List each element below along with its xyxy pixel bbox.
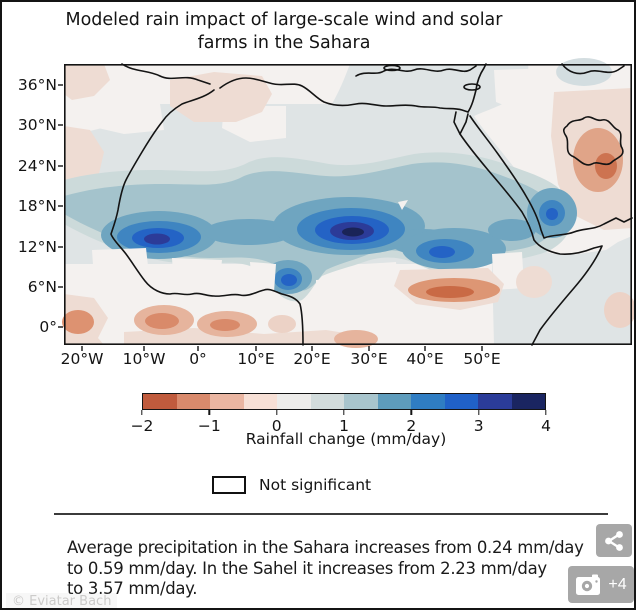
colorbar-segment bbox=[444, 394, 478, 409]
axis-ticks bbox=[58, 84, 483, 351]
caption-line3: to 3.57 mm/day. bbox=[67, 579, 198, 598]
camera-icon bbox=[576, 574, 601, 595]
lon-tick-label: 40°E bbox=[406, 350, 444, 368]
iberia-coastline bbox=[121, 63, 211, 85]
lat-tick-label: 24°N bbox=[17, 157, 57, 175]
colorbar-tick bbox=[343, 410, 345, 415]
lat-tick-label: 12°N bbox=[17, 238, 57, 256]
colorbar-label: Rainfall change (mm/day) bbox=[245, 430, 447, 448]
lat-tick-label: 30°N bbox=[17, 116, 57, 134]
coastlines bbox=[110, 63, 633, 346]
topright-coastline bbox=[561, 63, 625, 75]
not-significant-swatch bbox=[212, 476, 246, 494]
lon-tick-label: 30°E bbox=[350, 350, 388, 368]
lon-tick-label: 0° bbox=[189, 350, 207, 368]
decrease-strip-bottom bbox=[124, 328, 364, 345]
red-sea-maximum bbox=[546, 208, 558, 220]
colorbar-tick-label: 1 bbox=[339, 417, 349, 435]
redsea-africa-horn-coastline bbox=[459, 133, 603, 346]
lat-tick-label: 6°N bbox=[27, 278, 57, 296]
colorbar-tick-label: 4 bbox=[541, 417, 551, 435]
figure-title-line2: farms in the Sahara bbox=[197, 33, 371, 53]
lat-tick-label: 18°N bbox=[17, 197, 57, 215]
lat-tick-label: 36°N bbox=[17, 76, 57, 94]
lon-tick-label: 10°E bbox=[237, 350, 275, 368]
colorbar-tick bbox=[141, 410, 143, 415]
not-significant-label: Not significant bbox=[259, 476, 372, 494]
lon-tick-label: 10°W bbox=[122, 350, 166, 368]
colorbar-tick-label: 3 bbox=[473, 417, 484, 435]
caption-line2: to 0.59 mm/day. In the Sahel it increase… bbox=[67, 558, 547, 578]
central-sahel-maximum bbox=[342, 227, 364, 237]
lon-tick-label: 20°W bbox=[60, 350, 104, 368]
colorbar-segment bbox=[243, 394, 277, 409]
colorbar-segment bbox=[511, 394, 545, 409]
colorbar-segment bbox=[210, 394, 244, 409]
caption-line1: Average precipitation in the Sahara incr… bbox=[67, 538, 584, 557]
share-icon bbox=[605, 530, 623, 551]
decrease-patch-morocco bbox=[170, 72, 272, 122]
colorbar-tick-label: −2 bbox=[130, 417, 154, 435]
photo-count-button[interactable]: +4 bbox=[568, 566, 634, 603]
colorbar-tick bbox=[545, 410, 547, 415]
colorbar-segment bbox=[143, 394, 177, 409]
colorbar-tick bbox=[410, 410, 413, 415]
plot-border bbox=[64, 64, 633, 345]
colorbar-tick bbox=[208, 410, 211, 415]
gulf-of-guinea-maximum bbox=[281, 274, 297, 286]
west-africa-coastline bbox=[110, 89, 304, 346]
africa-contour-map bbox=[58, 58, 634, 351]
photo-count-label: +4 bbox=[608, 575, 627, 593]
colorbar-swatches bbox=[142, 393, 546, 410]
caption-divider bbox=[54, 513, 608, 515]
photo-credit: © Eviatar Bach bbox=[6, 593, 118, 608]
arabia-coastline bbox=[469, 115, 633, 239]
figure-title-line1: Modeled rain impact of large-scale wind … bbox=[65, 10, 503, 30]
colorbar-ticks: −2 −1 0 1 2 3 4 bbox=[131, 410, 551, 450]
colorbar-segment bbox=[310, 394, 344, 409]
anatolia-coastline bbox=[355, 65, 477, 77]
colorbar-tick bbox=[477, 410, 480, 415]
colorbar-segment bbox=[176, 394, 210, 409]
colorbar-segment bbox=[411, 394, 445, 409]
colorbar-segment bbox=[478, 394, 512, 409]
figure-caption: Average precipitation in the Sahara incr… bbox=[67, 538, 612, 600]
colorbar-tick bbox=[275, 410, 278, 415]
colorbar-segment bbox=[377, 394, 411, 409]
lat-tick-label: 0° bbox=[39, 318, 57, 336]
legend-not-significant: Not significant bbox=[212, 476, 371, 494]
share-button[interactable] bbox=[596, 524, 632, 557]
figure-title: Modeled rain impact of large-scale wind … bbox=[2, 9, 566, 55]
lon-tick-label: 20°E bbox=[293, 350, 331, 368]
colorbar-tick-label: 2 bbox=[406, 417, 417, 435]
north-africa-coastline bbox=[219, 77, 469, 113]
persian-gulf-outline bbox=[562, 116, 624, 166]
colorbar-segment bbox=[277, 394, 311, 409]
decrease-patch-topleft bbox=[64, 64, 110, 100]
colorbar-segment bbox=[344, 394, 378, 409]
cyprus-outline bbox=[463, 83, 481, 91]
colorbar-tick-label: −1 bbox=[197, 417, 221, 435]
lon-tick-label: 50°E bbox=[463, 350, 501, 368]
east-sahel-maximum bbox=[429, 246, 455, 258]
colorbar-tick-label: 0 bbox=[271, 417, 282, 435]
